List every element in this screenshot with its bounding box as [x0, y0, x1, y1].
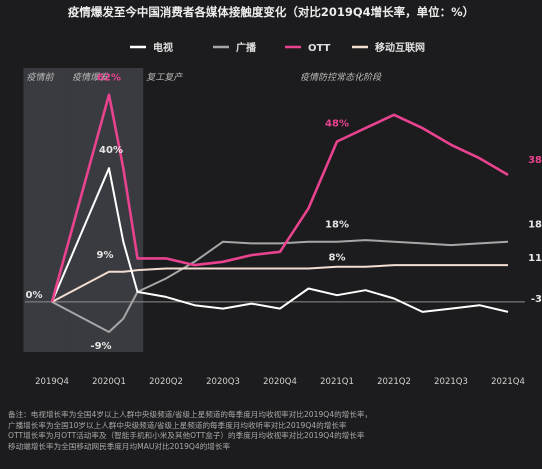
data-label-0: 62% [97, 73, 121, 84]
data-label-3: -9% [90, 341, 111, 352]
data-label-6: 18% [325, 220, 349, 231]
x-tick-label-5: 2021Q1 [320, 377, 354, 387]
phase-band-1 [69, 68, 144, 352]
series-line-3 [51, 264, 508, 303]
data-label-1: 40% [99, 145, 123, 156]
chart-title: 疫情爆发至今中国消费者各媒体接触度变化（对比2019Q4增长率，单位：%） [68, 5, 474, 19]
x-tick-label-0: 2019Q4 [35, 377, 69, 387]
series-line-0 [51, 167, 509, 313]
x-tick-label-7: 2021Q3 [434, 377, 468, 387]
data-label-11: -3% [531, 294, 542, 305]
phase-band-0 [23, 68, 70, 352]
data-label-2: 9% [97, 250, 114, 261]
data-label-5: 48% [325, 119, 349, 130]
legend-label-2: OTT [308, 43, 331, 54]
x-tick-label-1: 2020Q1 [92, 377, 126, 387]
phase-label-2: 复工复产 [146, 72, 183, 83]
footnote: 备注：电视增长率为全国4岁以上人群中央级频道/省级上星频道的每季度月均收视率对比… [8, 410, 373, 451]
data-label-4: 0% [26, 290, 43, 301]
data-label-7: 8% [329, 253, 346, 264]
data-label-8: 38% [528, 155, 542, 166]
legend-label-0: 电视 [153, 41, 173, 54]
phase-label-0: 疫情前 [27, 72, 56, 83]
x-tick-label-2: 2020Q2 [149, 377, 183, 387]
phase-label-3: 疫情防控常态化阶段 [300, 72, 382, 83]
legend-label-3: 移动互联网 [375, 41, 425, 54]
series-line-1 [51, 239, 509, 333]
series-line-2 [50, 93, 509, 303]
x-tick-label-8: 2021Q4 [491, 377, 525, 387]
data-label-10: 11% [528, 253, 542, 264]
x-tick-label-6: 2021Q2 [377, 377, 411, 387]
x-tick-label-4: 2020Q4 [263, 377, 297, 387]
phase-label-1: 疫情爆发 [72, 72, 109, 83]
legend-label-1: 广播 [236, 41, 257, 54]
x-tick-label-3: 2020Q3 [206, 377, 240, 387]
data-label-9: 18% [528, 220, 542, 231]
